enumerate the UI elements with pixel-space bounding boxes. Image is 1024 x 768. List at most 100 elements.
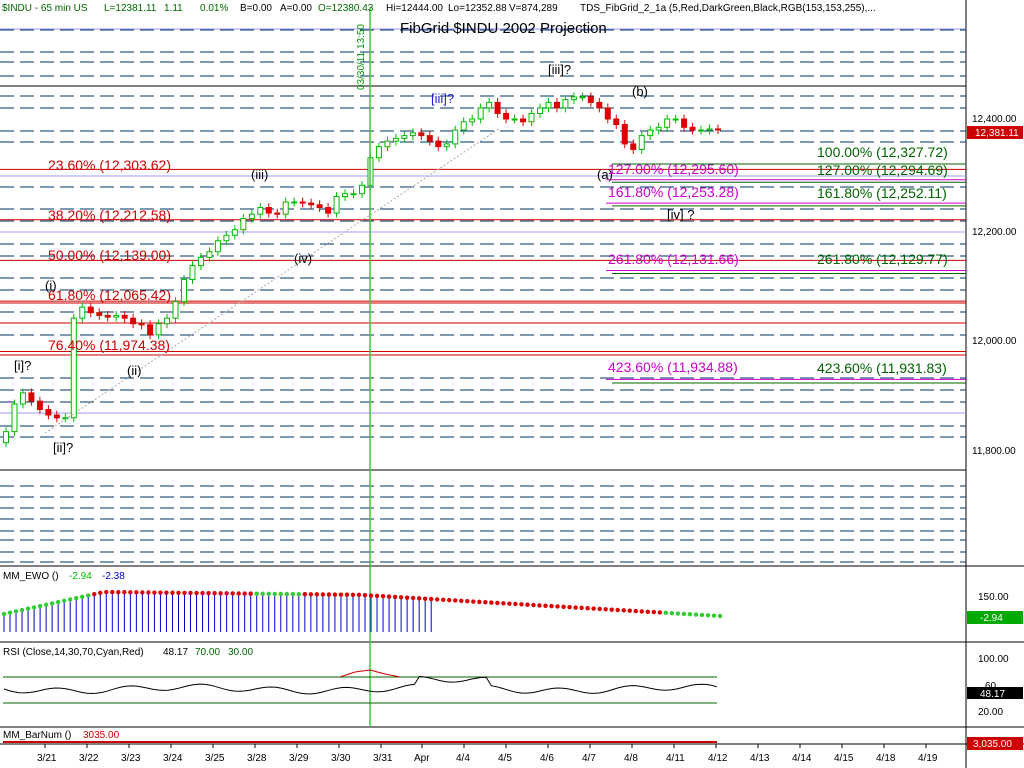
price-axis: 12,400.00 12,200.00 12,000.00 11,800.00 (972, 114, 1017, 457)
date-label: 4/8 (624, 753, 638, 764)
ewo-dot (717, 613, 723, 619)
candle-body (197, 256, 204, 267)
ewo-dot (489, 600, 494, 605)
ewo-dot (639, 609, 644, 614)
price-tick: 12,200.00 (972, 227, 1017, 238)
date-label: 3/24 (163, 753, 183, 764)
ewo-dot (477, 599, 482, 605)
ewo-dot (224, 591, 229, 596)
price-pane (0, 0, 966, 566)
ewo-dot (110, 589, 115, 595)
candle-body (520, 118, 527, 123)
date-label: 3/25 (205, 753, 225, 764)
candle-body (469, 118, 476, 123)
ewo-last-label: -2.94 (980, 613, 1003, 624)
candle-body (45, 409, 52, 416)
ewo-dot (495, 600, 500, 606)
header-pct: 0.01% (200, 3, 228, 14)
wave-label: (b) (632, 84, 648, 99)
ewo-dot (525, 602, 530, 607)
candle-body (587, 96, 594, 103)
ewo-dot (170, 590, 175, 595)
date-label: Apr (414, 753, 430, 764)
header-last: L=12381.11 (104, 3, 157, 14)
last-price-label: 12,381.11 (975, 128, 1019, 139)
candle-body (206, 251, 213, 258)
header-low: Lo=12352.88 (448, 3, 507, 14)
fib-extension-label: 127.00% (12,294.69) (817, 162, 948, 178)
ewo-dot (507, 601, 512, 606)
candle-body (316, 204, 323, 209)
candle-body (79, 306, 86, 319)
ewo-dot (296, 591, 302, 597)
ewo-value-1: -2.94 (69, 571, 92, 582)
ewo-dot (266, 591, 271, 597)
candle-body (443, 143, 450, 148)
wave-label: (ii) (127, 363, 141, 378)
rsi-os-value: 30.00 (228, 647, 253, 658)
ewo-dot (278, 591, 283, 597)
candle-body (418, 132, 425, 137)
trendline (44, 127, 501, 434)
candle-body (477, 107, 484, 120)
date-label: 4/6 (540, 753, 554, 764)
rsi-series (3, 675, 718, 695)
candle-body (409, 132, 416, 137)
ewo-dot (603, 607, 608, 612)
candle-body (664, 118, 671, 128)
price-tick: 12,000.00 (972, 336, 1017, 347)
candle-body (28, 392, 35, 402)
ewo-dot (398, 595, 404, 600)
ewo-dot (651, 609, 657, 615)
ewo-dot (158, 590, 163, 595)
candle-body (214, 240, 221, 253)
ewo-dot (561, 604, 566, 610)
ewo-dot (416, 596, 422, 601)
candle-body (282, 201, 289, 215)
ewo-dot (320, 592, 326, 597)
candle-body (553, 101, 560, 109)
ewo-dot (194, 590, 199, 596)
candle-body (308, 202, 315, 206)
wave-label: [ii]? (53, 440, 73, 455)
date-label: 4/12 (708, 753, 728, 764)
ewo-dot (567, 604, 572, 610)
ewo-dot (693, 612, 699, 617)
date-label: 3/31 (373, 753, 393, 764)
candle-body (231, 229, 238, 236)
ewo-dot (98, 590, 103, 596)
candle-body (62, 417, 69, 420)
ewo-dot (465, 598, 470, 604)
date-label: 3/21 (37, 753, 57, 764)
ewo-dot (483, 600, 488, 605)
rsi-tick: 100.00 (978, 654, 1009, 665)
ewo-dot (104, 589, 109, 595)
candle-body (647, 129, 654, 137)
ewo-dot (200, 590, 205, 596)
ewo-dot (386, 594, 392, 599)
candle-body (172, 301, 179, 319)
candle-body (452, 129, 459, 145)
wave-label: (a) (597, 167, 613, 182)
fib-extension-label: 261.80% (12,129.77) (817, 251, 948, 267)
ewo-dot (308, 592, 314, 597)
fib-extension-label: 161.80% (12,252.11) (817, 185, 947, 201)
candle-body (426, 135, 433, 142)
candle-body (96, 312, 103, 316)
date-label: 3/29 (289, 753, 309, 764)
candle-body (562, 99, 569, 109)
date-label: 4/13 (750, 753, 770, 764)
ewo-title: MM_EWO () (3, 571, 59, 582)
candle-body (545, 101, 552, 109)
candle-body (36, 400, 43, 411)
ewo-dot (49, 601, 55, 606)
candle-body (494, 101, 501, 114)
fib-projection-label: 423.60% (11,934.88) (608, 359, 738, 375)
ewo-dot (248, 591, 253, 596)
ewo-dot (501, 601, 506, 606)
ewo-dot (615, 607, 620, 613)
time-marker-label: 03/30/11 13:50 (356, 24, 367, 90)
rsi-last-label: 48.17 (980, 689, 1005, 700)
candle-body (359, 184, 365, 195)
ewo-dot (140, 590, 145, 595)
